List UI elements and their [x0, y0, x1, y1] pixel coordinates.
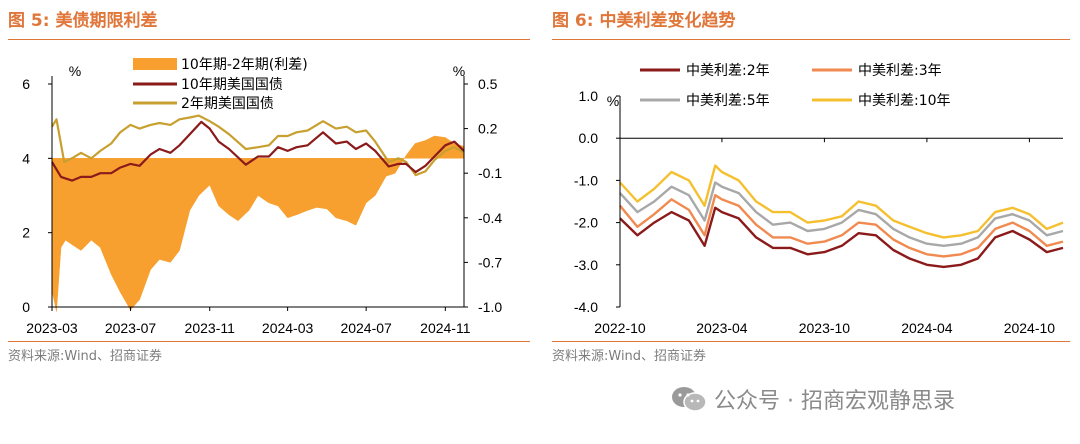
series-2y-treasury-line: [51, 114, 465, 177]
series-line-2: [619, 181, 1064, 248]
series-line-1: [619, 193, 1064, 258]
watermark-text: 公众号 · 招商宏观静思录: [714, 389, 955, 414]
chart-china-us-spread: 1.0 0.0 -1.0 -2.0 -3.0 -4.0% 2022-10 2023-04 202…: [574, 63, 1064, 336]
legend-label: 10年期-2年期(利差): [181, 57, 308, 73]
figure-6-header-rule: [552, 39, 1070, 40]
legend-label: 10年期美国国债: [181, 77, 283, 93]
figure-5-source: 资料来源:Wind、招商证券: [8, 349, 163, 364]
series-line-3: [619, 164, 1064, 239]
x-tick-label: 2024-07: [340, 320, 392, 336]
x-tick-label: 2023-04: [696, 320, 748, 336]
right-tick-label: -0.1: [478, 165, 502, 181]
legend-label: 中美利差:2年: [686, 63, 770, 79]
legend-swatch-spread: [133, 58, 177, 70]
wechat-icon: [672, 387, 707, 412]
x-tick-label: 2023-11: [185, 320, 236, 336]
series-spread-area: [51, 135, 465, 312]
x-tick-label: 2023-03: [26, 320, 78, 336]
x-tick-label: 2022-10: [594, 320, 646, 336]
figure-5-title: 图 5: 美债期限利差: [8, 11, 158, 31]
legend-label: 中美利差:10年: [858, 93, 951, 109]
y-tick-label: -4.0: [574, 299, 598, 315]
figure-5-header-rule: [8, 39, 530, 40]
right-axis-unit: %: [453, 63, 465, 79]
right-tick-label: -0.4: [478, 210, 502, 226]
y-tick-label: 1.0: [579, 88, 599, 104]
y-tick-label: -1.0: [574, 172, 598, 188]
legend-label: 2年期美国国债: [181, 96, 274, 112]
left-tick-label: 0: [22, 299, 30, 315]
right-tick-label: -1.0: [478, 299, 502, 315]
x-tick-label: 2024-10: [1004, 320, 1056, 336]
chart-us-term-spread: 6 4 2 0% 0.5 0.2 -0.1 -0.4 -0.7 -1.0% 2023-03 2023-…: [22, 57, 502, 336]
y-tick-label: -3.0: [574, 257, 598, 273]
series-line-0: [619, 206, 1064, 269]
x-tick-label: 2023-10: [799, 320, 851, 336]
x-tick-label: 2024-11: [420, 320, 471, 336]
figure-6-source: 资料来源:Wind、招商证券: [552, 349, 707, 364]
figure-5-footer-rule: [8, 341, 530, 342]
left-tick-label: 2: [22, 225, 30, 241]
figure-6-footer-rule: [552, 341, 1070, 342]
right-tick-label: 0.5: [478, 76, 498, 92]
y-axis-unit: %: [607, 93, 619, 109]
left-tick-label: 4: [22, 150, 30, 166]
left-tick-label: 6: [22, 76, 30, 92]
series-10y-treasury-line: [51, 120, 465, 182]
right-tick-label: -0.7: [478, 254, 502, 270]
y-tick-label: -2.0: [574, 215, 598, 231]
right-tick-label: 0.2: [478, 121, 498, 137]
x-tick-label: 2024-03: [262, 320, 314, 336]
y-tick-label: 0.0: [579, 130, 599, 146]
x-tick-label: 2023-07: [105, 320, 157, 336]
legend-label: 中美利差:5年: [686, 93, 770, 109]
left-axis-unit: %: [69, 63, 81, 79]
legend-label: 中美利差:3年: [858, 63, 942, 79]
x-tick-label: 2024-04: [901, 320, 953, 336]
figure-6-title: 图 6: 中美利差变化趋势: [552, 11, 736, 31]
